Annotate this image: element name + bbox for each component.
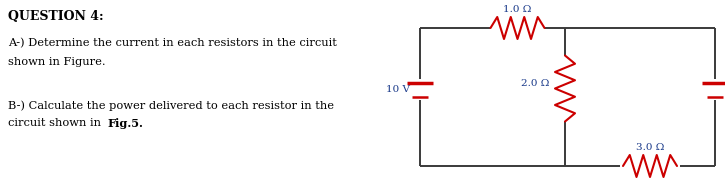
Text: Fig.5.: Fig.5. (107, 118, 143, 129)
Text: 1.0 Ω: 1.0 Ω (503, 5, 531, 14)
Text: B-) Calculate the power delivered to each resistor in the: B-) Calculate the power delivered to eac… (8, 100, 334, 110)
Text: A-) Determine the current in each resistors in the circuit: A-) Determine the current in each resist… (8, 38, 337, 48)
Text: shown in Figure.: shown in Figure. (8, 57, 106, 67)
Text: circuit shown in: circuit shown in (8, 118, 104, 128)
Text: 10 V: 10 V (386, 85, 410, 94)
Text: QUESTION 4:: QUESTION 4: (8, 10, 104, 23)
Text: 2.0 Ω: 2.0 Ω (521, 79, 549, 88)
Text: 3.0 Ω: 3.0 Ω (636, 143, 664, 152)
